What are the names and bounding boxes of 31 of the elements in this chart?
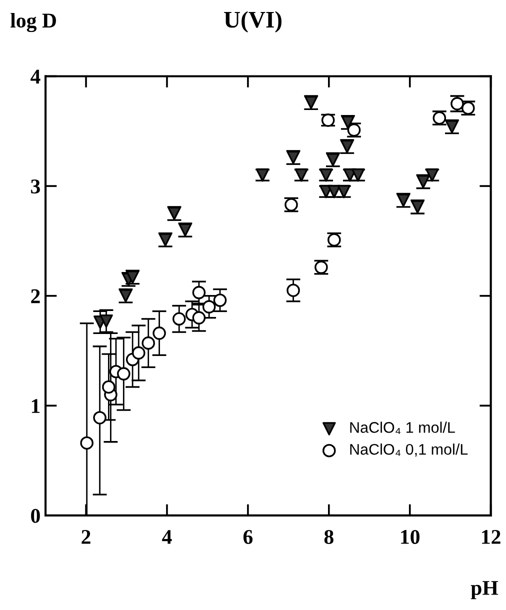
x-tick-label: 6	[243, 530, 253, 544]
y-tick-label: 0	[31, 508, 40, 523]
point	[286, 284, 300, 298]
point	[93, 411, 106, 424]
point	[192, 286, 206, 300]
legend-label: NaClO₄ 1 mol/L	[350, 422, 455, 434]
legend-label: NaClO₄ 0,1 mol/L	[350, 444, 468, 457]
point	[117, 367, 130, 380]
point	[132, 346, 146, 360]
point	[202, 300, 216, 314]
x-tick-label: 8	[324, 530, 334, 544]
x-tick-label: 2	[82, 530, 90, 544]
point	[100, 314, 113, 328]
point	[102, 380, 116, 394]
chart-title: U(VI)	[224, 11, 282, 32]
y-tick-label: 3	[31, 179, 40, 194]
y-tick-label: 2	[31, 289, 40, 304]
point	[80, 436, 94, 450]
point	[152, 326, 166, 340]
x-tick-label: 4	[162, 530, 172, 544]
x-axis-title: pH	[470, 581, 498, 600]
point	[213, 294, 227, 307]
point	[142, 336, 156, 350]
point	[172, 312, 186, 326]
x-tick-label: 12	[482, 530, 500, 544]
y-tick-label: 4	[30, 70, 40, 84]
y-axis-title: log D	[10, 12, 56, 32]
x-tick-label: 10	[401, 530, 420, 544]
point	[328, 184, 341, 198]
point	[192, 311, 206, 324]
y-tick-label: 1	[32, 399, 40, 413]
